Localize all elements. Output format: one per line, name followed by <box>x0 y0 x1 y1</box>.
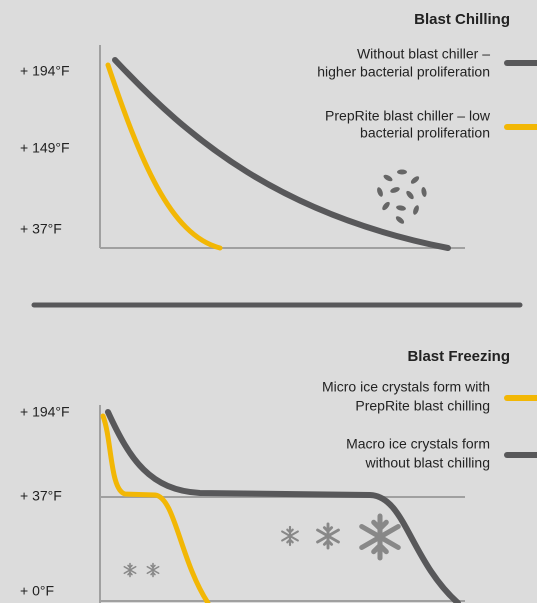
legend-text: Without blast chiller – <box>357 46 490 62</box>
legend-text: PrepRite blast chiller – low <box>325 108 491 124</box>
legend-text: PrepRite blast chilling <box>355 398 490 414</box>
section-title: Blast Freezing <box>407 348 510 365</box>
legend-text: bacterial proliferation <box>360 125 490 141</box>
infographic: Blast Chilling Without blast chiller – h… <box>0 0 537 603</box>
y-label: + 194°F <box>20 63 70 79</box>
legend-text: higher bacterial proliferation <box>317 64 490 80</box>
page: Blast Chilling Without blast chiller – h… <box>0 0 537 603</box>
y-label: + 149°F <box>20 140 70 156</box>
legend-text: without blast chilling <box>364 455 490 471</box>
y-label: + 37°F <box>20 221 62 237</box>
background <box>0 0 537 603</box>
section-title: Blast Chilling <box>414 11 510 28</box>
y-label: + 0°F <box>20 583 54 599</box>
y-label: + 37°F <box>20 488 62 504</box>
legend-text: Macro ice crystals form <box>346 436 490 452</box>
legend-text: Micro ice crystals form with <box>322 379 490 395</box>
y-label: + 194°F <box>20 404 70 420</box>
